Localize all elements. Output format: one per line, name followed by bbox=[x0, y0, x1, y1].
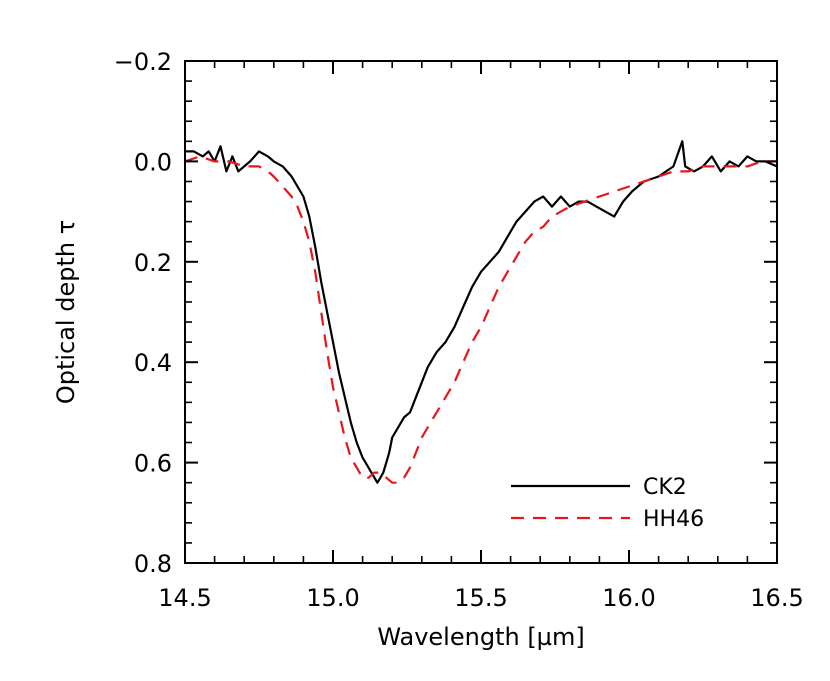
y-axis-label: Optical depth τ bbox=[52, 220, 80, 404]
legend: CK2 HH46 bbox=[511, 475, 704, 532]
y-tick-label: 0.4 bbox=[134, 349, 172, 377]
plot-area bbox=[184, 60, 778, 564]
series-line-ck2 bbox=[185, 140, 778, 484]
plot-frame bbox=[184, 60, 778, 564]
series-layer bbox=[184, 140, 778, 484]
x-tick-label: 16.0 bbox=[602, 584, 655, 612]
y-tick-label: 0.6 bbox=[134, 450, 172, 478]
legend-label-ck2: CK2 bbox=[643, 475, 687, 500]
x-tick-label: 14.5 bbox=[158, 584, 211, 612]
tick-layer bbox=[184, 60, 778, 564]
x-tick-label: 15.0 bbox=[306, 584, 359, 612]
series-line-hh46 bbox=[184, 155, 777, 484]
x-tick-label: 16.5 bbox=[750, 584, 803, 612]
y-tick-label: 0.8 bbox=[134, 550, 172, 578]
x-tick-labels: 14.5 15.0 15.5 16.0 16.5 bbox=[158, 584, 803, 612]
y-tick-label: 0.2 bbox=[134, 249, 172, 277]
x-tick-label: 15.5 bbox=[454, 584, 507, 612]
y-tick-label: 0.0 bbox=[134, 148, 172, 176]
y-tick-label: −0.2 bbox=[114, 48, 172, 76]
x-axis-label: Wavelength [µm] bbox=[377, 623, 584, 651]
y-tick-labels: −0.2 0.0 0.2 0.4 0.6 0.8 bbox=[114, 48, 172, 578]
legend-label-hh46: HH46 bbox=[643, 507, 704, 532]
